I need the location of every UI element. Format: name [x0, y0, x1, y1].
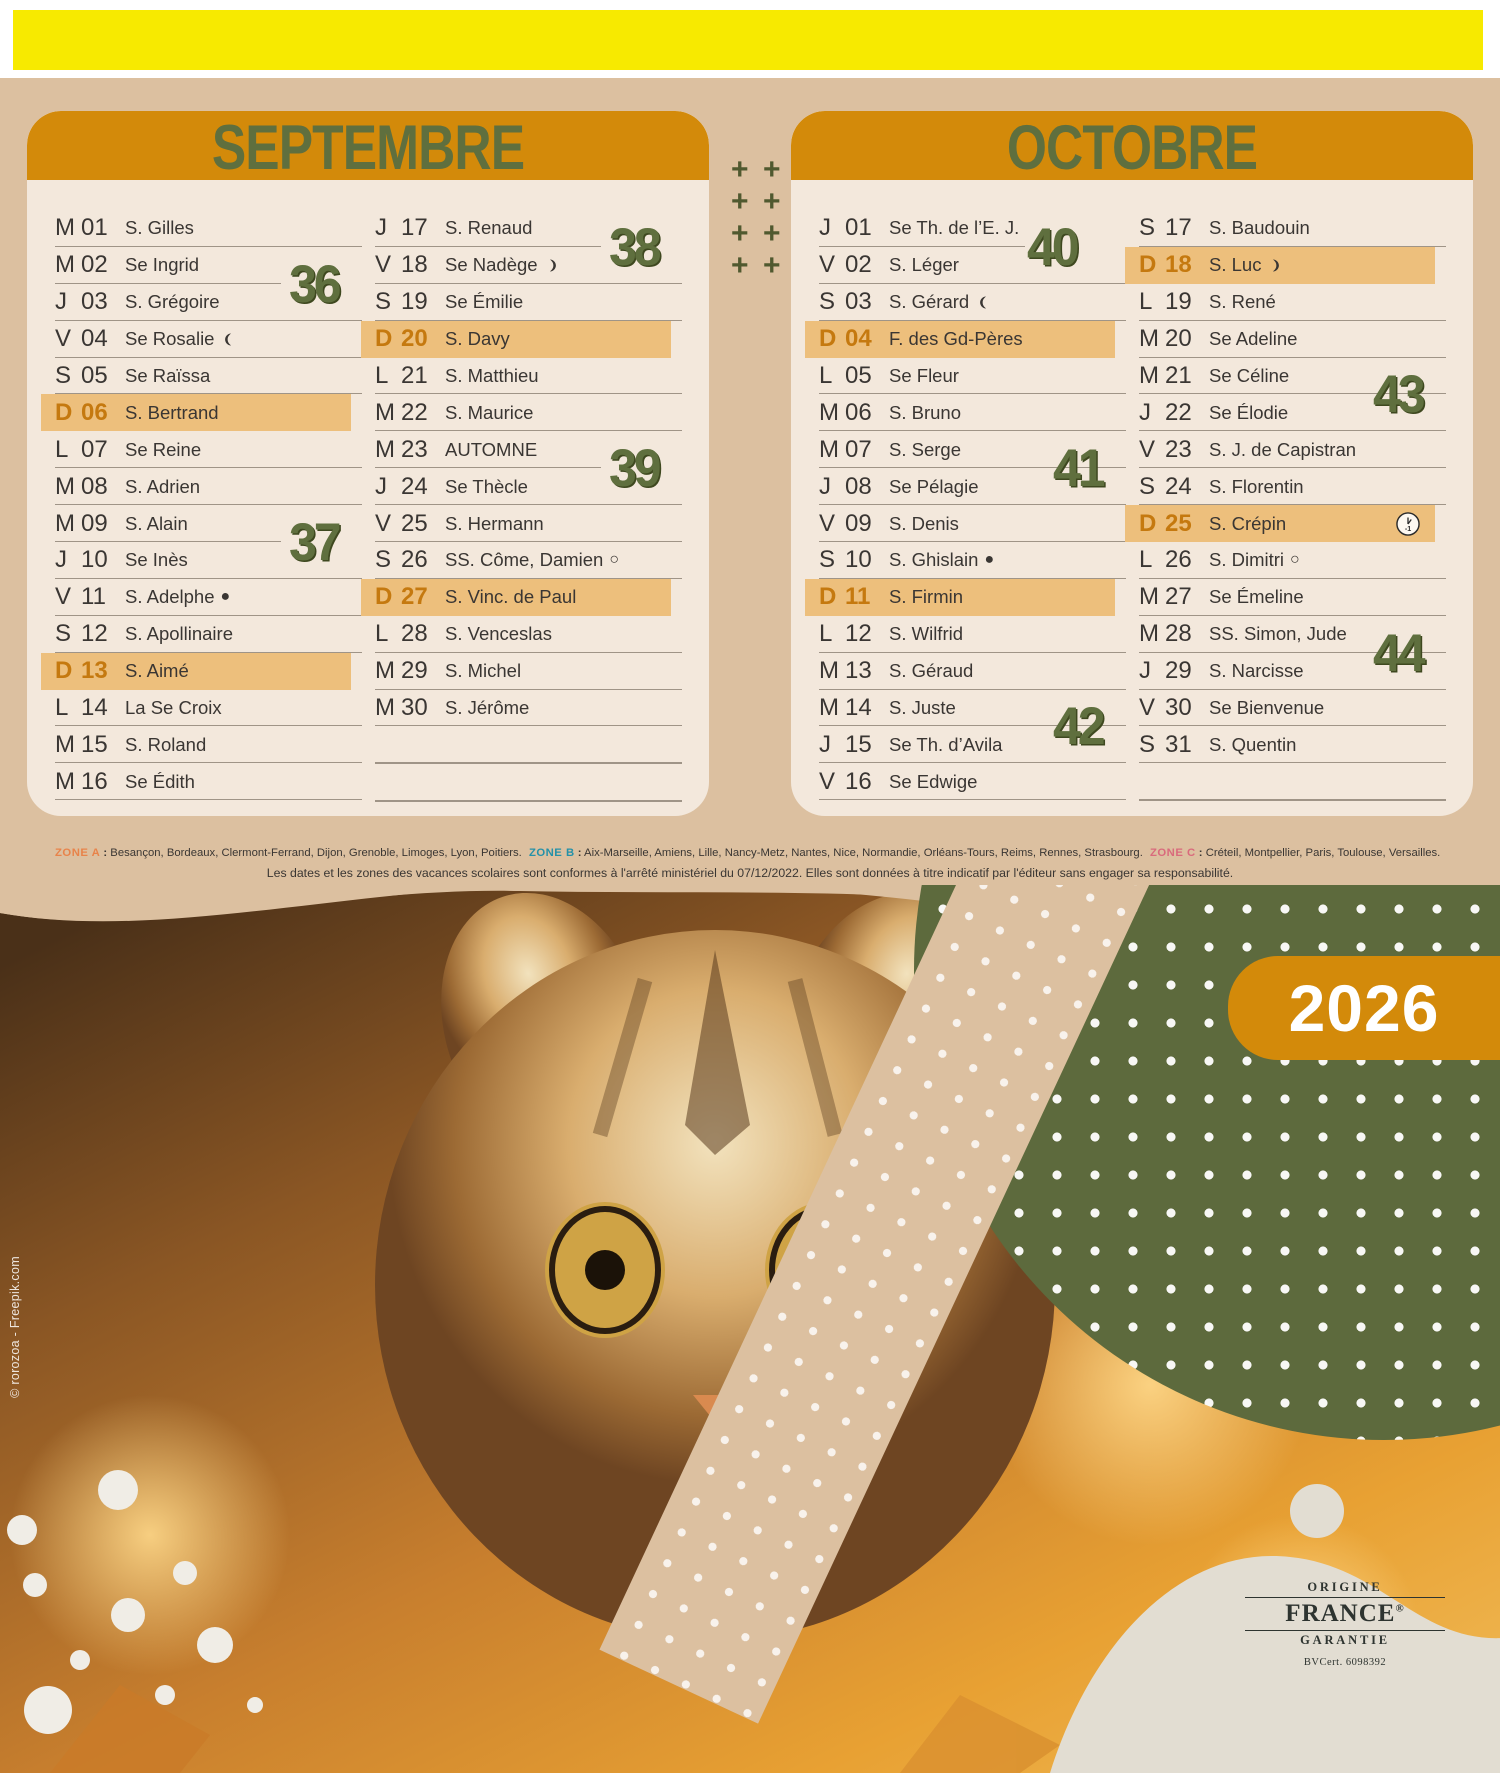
svg-text:-1: -1 — [1405, 525, 1411, 533]
